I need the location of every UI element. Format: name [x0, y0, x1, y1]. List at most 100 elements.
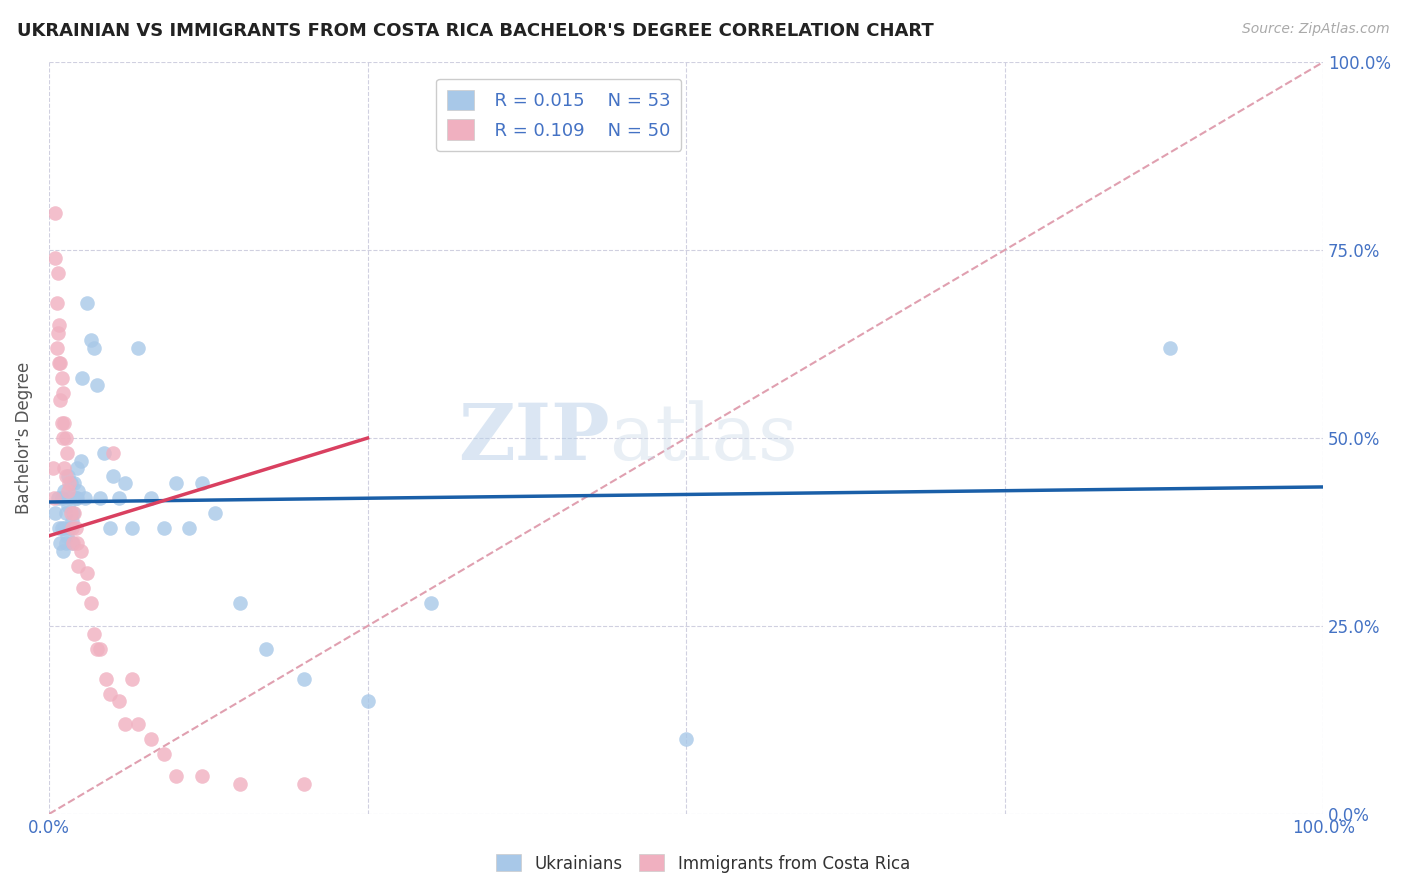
Point	[55, 468, 77, 483]
Point	[69, 453, 91, 467]
Point	[63, 476, 86, 491]
Point	[46, 266, 69, 280]
Point	[191, 769, 214, 783]
Point	[139, 731, 162, 746]
Point	[229, 777, 252, 791]
Point	[420, 597, 443, 611]
Point	[52, 431, 75, 445]
Point	[56, 499, 79, 513]
Point	[49, 536, 72, 550]
Point	[49, 393, 72, 408]
Point	[254, 641, 277, 656]
Point	[80, 334, 103, 348]
Point	[55, 431, 77, 445]
Point	[165, 769, 187, 783]
Point	[101, 446, 124, 460]
Point	[83, 626, 105, 640]
Point	[108, 491, 131, 506]
Point	[55, 536, 77, 550]
Point	[67, 558, 90, 573]
Point	[96, 672, 118, 686]
Text: ZIP: ZIP	[458, 401, 610, 476]
Point	[86, 641, 108, 656]
Point	[76, 566, 98, 581]
Text: atlas: atlas	[610, 401, 799, 476]
Point	[86, 378, 108, 392]
Point	[1159, 341, 1181, 355]
Point	[83, 341, 105, 355]
Point	[55, 506, 77, 520]
Point	[93, 446, 115, 460]
Point	[45, 295, 67, 310]
Point	[179, 521, 201, 535]
Point	[53, 483, 76, 498]
Point	[165, 476, 187, 491]
Point	[80, 597, 103, 611]
Point	[66, 491, 89, 506]
Point	[108, 694, 131, 708]
Point	[42, 461, 65, 475]
Point	[52, 544, 75, 558]
Point	[62, 536, 84, 550]
Point	[66, 461, 89, 475]
Point	[114, 716, 136, 731]
Point	[69, 544, 91, 558]
Point	[52, 386, 75, 401]
Point	[62, 506, 84, 520]
Point	[65, 491, 87, 506]
Legend: Ukrainians, Immigrants from Costa Rica: Ukrainians, Immigrants from Costa Rica	[489, 847, 917, 880]
Point	[59, 506, 82, 520]
Legend:   R = 0.015    N = 53,   R = 0.109    N = 50: R = 0.015 N = 53, R = 0.109 N = 50	[436, 78, 682, 151]
Point	[67, 483, 90, 498]
Point	[56, 483, 79, 498]
Point	[73, 491, 96, 506]
Point	[53, 521, 76, 535]
Point	[58, 476, 80, 491]
Point	[191, 476, 214, 491]
Point	[292, 777, 315, 791]
Point	[51, 416, 73, 430]
Point	[675, 731, 697, 746]
Point	[72, 582, 94, 596]
Point	[48, 521, 70, 535]
Point	[53, 461, 76, 475]
Point	[56, 529, 79, 543]
Point	[49, 356, 72, 370]
Point	[229, 597, 252, 611]
Point	[127, 716, 149, 731]
Point	[60, 514, 83, 528]
Point	[60, 521, 83, 535]
Point	[48, 318, 70, 333]
Point	[45, 341, 67, 355]
Point	[356, 694, 378, 708]
Point	[98, 687, 121, 701]
Text: Source: ZipAtlas.com: Source: ZipAtlas.com	[1241, 22, 1389, 37]
Point	[114, 476, 136, 491]
Point	[89, 641, 111, 656]
Point	[204, 506, 226, 520]
Point	[51, 491, 73, 506]
Y-axis label: Bachelor's Degree: Bachelor's Degree	[15, 362, 32, 514]
Point	[292, 672, 315, 686]
Text: UKRAINIAN VS IMMIGRANTS FROM COSTA RICA BACHELOR'S DEGREE CORRELATION CHART: UKRAINIAN VS IMMIGRANTS FROM COSTA RICA …	[17, 22, 934, 40]
Point	[51, 371, 73, 385]
Point	[98, 521, 121, 535]
Point	[42, 491, 65, 506]
Point	[139, 491, 162, 506]
Point	[89, 491, 111, 506]
Point	[51, 521, 73, 535]
Point	[60, 536, 83, 550]
Point	[58, 521, 80, 535]
Point	[152, 521, 174, 535]
Point	[44, 506, 66, 520]
Point	[56, 446, 79, 460]
Point	[46, 491, 69, 506]
Point	[46, 326, 69, 340]
Point	[152, 747, 174, 761]
Point	[66, 536, 89, 550]
Point	[127, 341, 149, 355]
Point	[58, 491, 80, 506]
Point	[63, 506, 86, 520]
Point	[44, 251, 66, 265]
Point	[56, 468, 79, 483]
